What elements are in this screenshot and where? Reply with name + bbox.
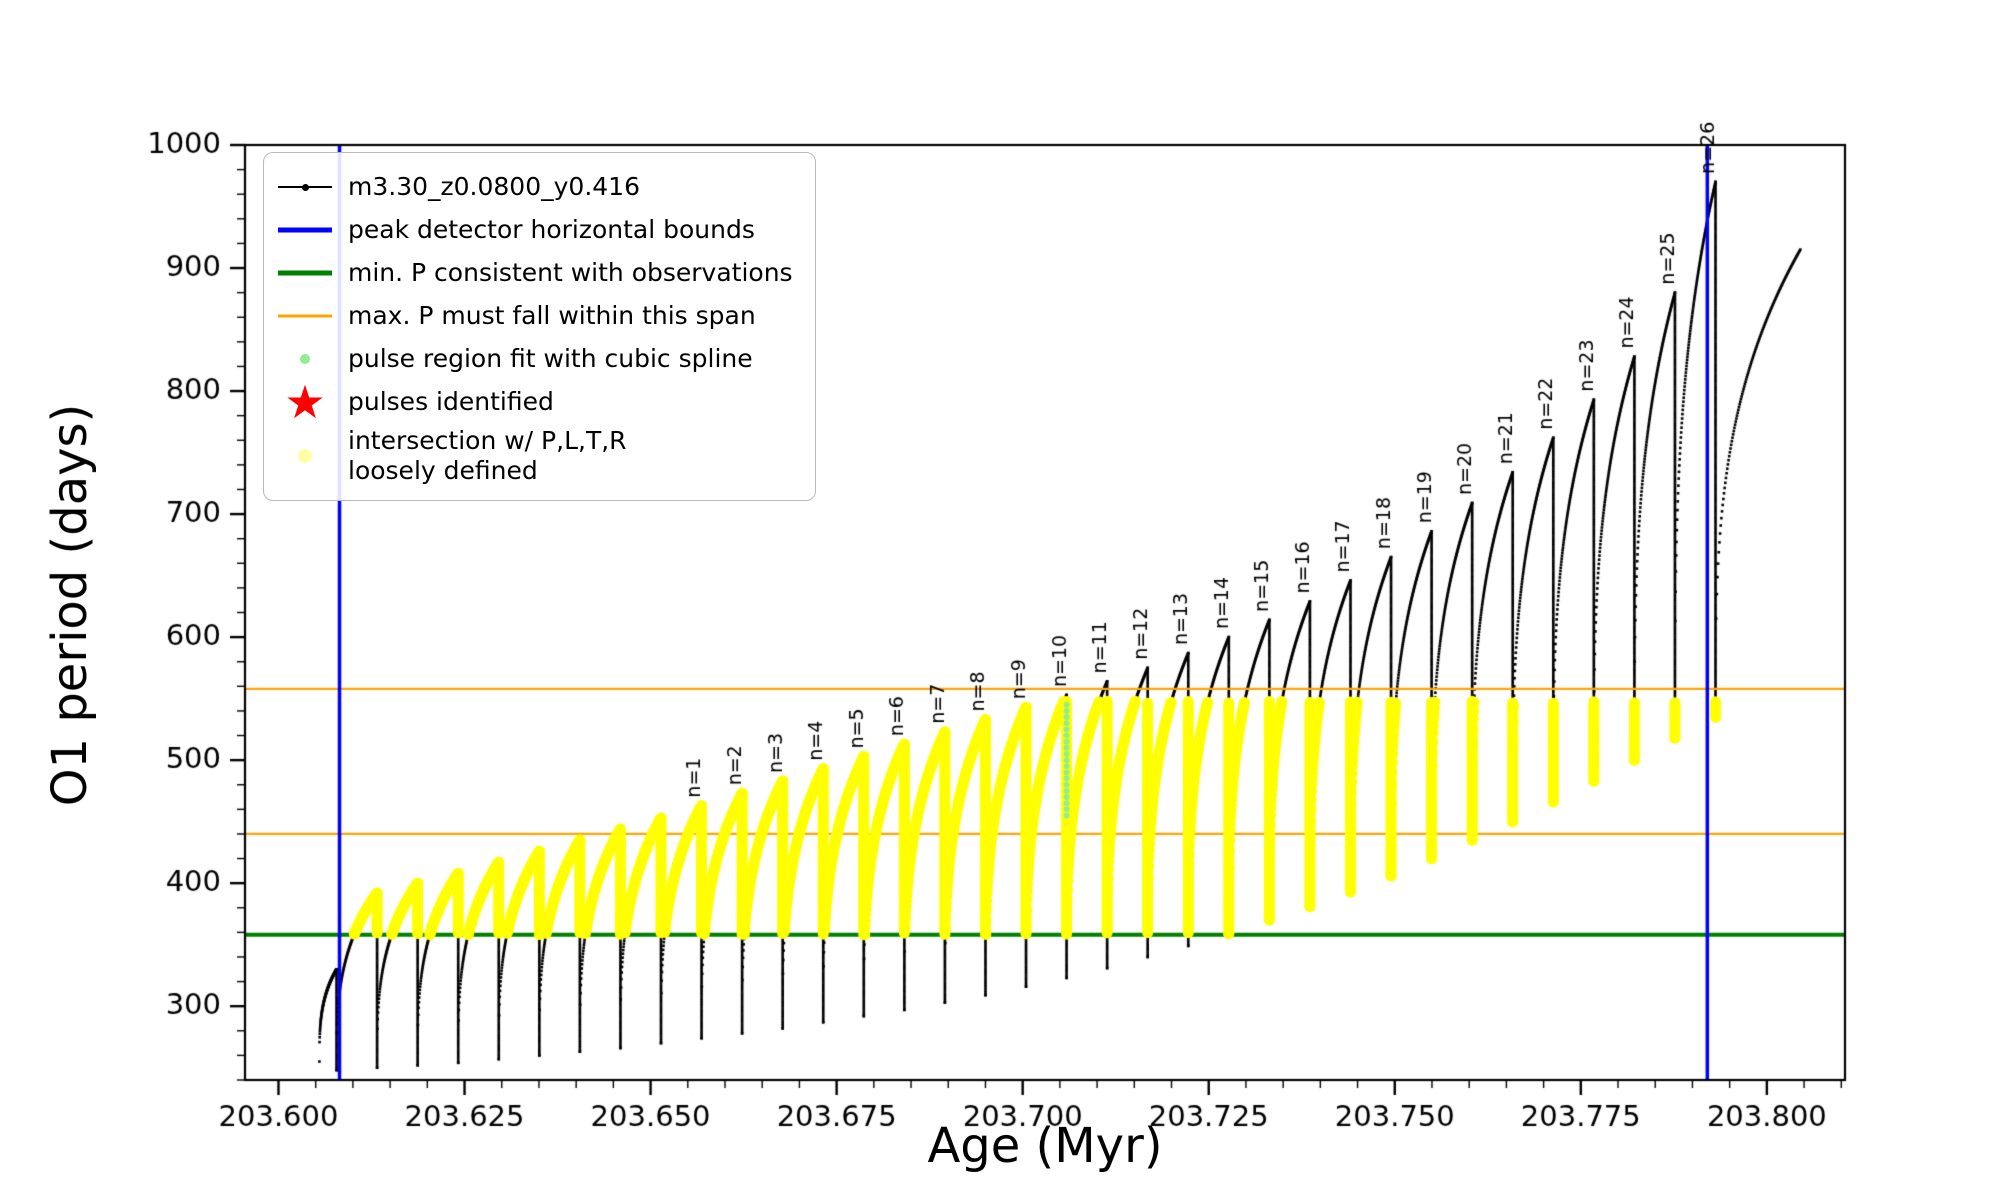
red-star-icon: ★ — [284, 375, 326, 429]
orange-line-swatch — [278, 297, 332, 335]
green-line-icon — [278, 270, 332, 276]
y-axis-label: O1 period (days) — [42, 403, 98, 807]
legend-item-label: min. P consistent with observations — [348, 258, 793, 288]
orange-line-icon — [278, 314, 332, 318]
series-marker-icon — [301, 183, 309, 191]
legend-item-label: max. P must fall within this span — [348, 301, 756, 331]
green-dot-swatch — [278, 340, 332, 378]
legend-item-max-p: max. P must fall within this span — [278, 297, 793, 335]
legend-item-pulses: ★ pulses identified — [278, 375, 793, 429]
green-dot-icon — [300, 354, 310, 364]
legend-item-peak-bounds: peak detector horizontal bounds — [278, 211, 793, 249]
yellow-dot-swatch — [278, 437, 332, 475]
legend-item-label: pulse region fit with cubic spline — [348, 344, 753, 374]
legend-item-label: intersection w/ P,L,T,R loosely defined — [348, 426, 627, 485]
blue-line-swatch — [278, 211, 332, 249]
legend-item-min-p: min. P consistent with observations — [278, 254, 793, 292]
legend-item-intersection: intersection w/ P,L,T,R loosely defined — [278, 426, 793, 485]
legend-item-label: pulses identified — [348, 387, 554, 417]
legend-item-label: m3.30_z0.0800_y0.416 — [348, 172, 640, 202]
green-line-swatch — [278, 254, 332, 292]
legend-item-spline: pulse region fit with cubic spline — [278, 340, 793, 378]
series-line-swatch — [278, 168, 332, 206]
x-axis-label: Age (Myr) — [927, 1118, 1163, 1174]
blue-line-icon — [278, 227, 332, 233]
legend-item-series: m3.30_z0.0800_y0.416 — [278, 168, 793, 206]
yellow-dot-icon — [298, 448, 312, 463]
legend: m3.30_z0.0800_y0.416 peak detector horiz… — [263, 152, 816, 501]
legend-item-label: peak detector horizontal bounds — [348, 215, 755, 245]
